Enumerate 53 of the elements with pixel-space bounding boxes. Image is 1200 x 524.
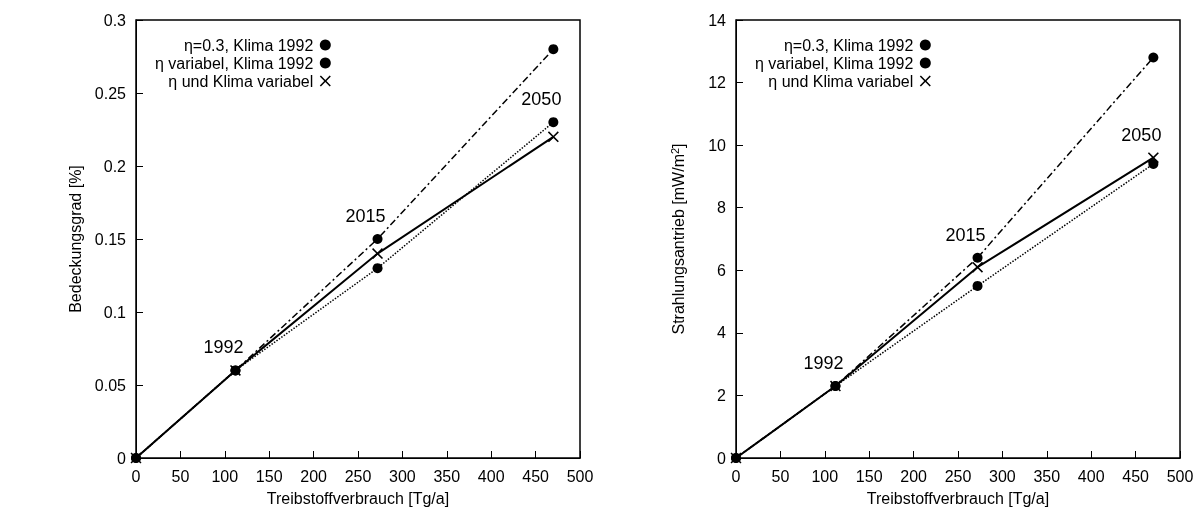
legend-label: η variabel, Klima 1992 (155, 54, 314, 72)
y-tick-label: 0.05 (94, 376, 127, 394)
x-tick-label: 400 (1077, 467, 1105, 485)
y-tick-label: 0 (117, 449, 127, 467)
legend-label: η und Klima variabel (768, 72, 914, 90)
x-tick-label: 500 (1166, 467, 1194, 485)
x-tick-label: 200 (900, 467, 928, 485)
y-axis-title: Bedeckungsgrad [%] (67, 165, 85, 313)
y-tick-label: 2 (717, 386, 727, 404)
x-tick-label: 250 (944, 467, 972, 485)
y-tick-label: 0 (717, 449, 727, 467)
x-tick-label: 100 (811, 467, 839, 485)
legend-label: η und Klima variabel (168, 72, 314, 90)
y-axis-title: Strahlungsantrieb [mW/m2] (668, 143, 687, 335)
x-tick-label: 150 (255, 467, 283, 485)
x-tick-label: 350 (433, 467, 461, 485)
x-tick-label: 0 (731, 467, 741, 485)
x-tick-label: 300 (389, 467, 416, 485)
x-tick-label: 400 (477, 467, 505, 485)
y-tick-label: 0.1 (103, 303, 127, 321)
annotation: 2050 (1121, 124, 1162, 145)
x-tick-label: 50 (171, 467, 190, 485)
x-tick-label: 100 (211, 467, 239, 485)
y-tick-label: 6 (717, 261, 727, 279)
x-tick-label: 450 (522, 467, 550, 485)
annotation: 1992 (203, 337, 244, 358)
y-tick-label: 10 (708, 136, 727, 154)
y-tick-label: 14 (708, 11, 727, 29)
y-tick-label: 0.15 (94, 230, 127, 248)
y-tick-label: 0.25 (94, 84, 127, 102)
x-tick-label: 0 (131, 467, 141, 485)
x-tick-label: 300 (989, 467, 1016, 485)
x-tick-label: 450 (1122, 467, 1150, 485)
y-tick-label: 12 (708, 74, 727, 92)
y-tick-label: 0.3 (103, 11, 127, 29)
annotation: 1992 (803, 353, 844, 374)
y-tick-label: 4 (717, 324, 727, 342)
legend-label: η=0.3, Klima 1992 (183, 36, 314, 54)
x-tick-label: 500 (566, 467, 594, 485)
legend-label: η variabel, Klima 1992 (755, 54, 914, 72)
y-tick-label: 8 (717, 199, 727, 217)
x-tick-label: 350 (1033, 467, 1061, 485)
annotation: 2015 (945, 224, 986, 245)
x-tick-label: 50 (771, 467, 790, 485)
x-axis-title: Treibstoffverbrauch [Tg/a] (266, 489, 450, 507)
x-tick-label: 150 (855, 467, 883, 485)
x-tick-label: 250 (344, 467, 372, 485)
legend-label: η=0.3, Klima 1992 (783, 36, 914, 54)
annotation: 2050 (521, 89, 562, 110)
annotation: 2015 (345, 206, 386, 226)
x-axis-title: Treibstoffverbrauch [Tg/a] (866, 489, 1050, 507)
x-tick-label: 200 (300, 467, 328, 485)
y-tick-label: 0.2 (103, 157, 127, 175)
